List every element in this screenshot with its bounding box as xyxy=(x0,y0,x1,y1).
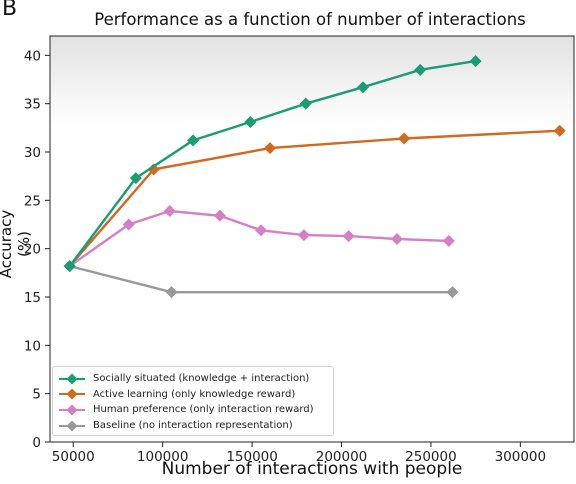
legend-swatch xyxy=(59,388,85,400)
data-point xyxy=(129,172,142,185)
x-tick-label: 150000 xyxy=(226,449,278,465)
legend-item: Baseline (no interaction representation) xyxy=(57,418,333,434)
data-point xyxy=(469,55,482,68)
legend: Socially situated (knowledge + interacti… xyxy=(52,366,334,436)
y-tick-label: 35 xyxy=(24,97,41,113)
data-point xyxy=(263,142,276,155)
data-point xyxy=(63,260,76,273)
y-tick-label: 20 xyxy=(24,242,41,258)
series xyxy=(63,204,455,273)
y-tick-label: 10 xyxy=(24,338,41,354)
data-point xyxy=(398,132,411,145)
data-point xyxy=(342,230,355,243)
data-point xyxy=(147,163,160,176)
legend-label: Socially situated (knowledge + interacti… xyxy=(93,373,310,385)
y-axis-label: Accuracy (%) xyxy=(0,209,33,279)
x-axis-label: Number of interactions with people xyxy=(161,459,463,479)
data-point xyxy=(244,116,257,129)
series xyxy=(63,55,482,273)
x-tick-label: 50000 xyxy=(52,449,95,465)
x-tick-label: 100000 xyxy=(137,449,189,465)
data-point xyxy=(255,224,268,237)
y-tick-label: 15 xyxy=(24,290,41,306)
legend-label: Active learning (only knowledge reward) xyxy=(93,388,296,400)
x-tick-label: 300000 xyxy=(495,449,547,465)
data-point xyxy=(390,233,403,245)
legend-item: Human preference (only interaction rewar… xyxy=(57,402,333,418)
legend-label: Human preference (only interaction rewar… xyxy=(93,404,314,416)
data-point xyxy=(165,286,178,299)
data-point xyxy=(297,229,310,242)
data-point xyxy=(446,286,459,299)
y-tick-label: 25 xyxy=(24,193,41,209)
y-tick-label: 30 xyxy=(24,145,41,161)
data-point xyxy=(414,63,427,76)
x-tick-label: 250000 xyxy=(405,449,457,465)
y-tick-label: 0 xyxy=(32,435,41,451)
data-point xyxy=(122,218,135,231)
chart-title: Performance as a function of number of i… xyxy=(94,10,526,29)
legend-swatch xyxy=(59,404,85,416)
legend-item: Active learning (only knowledge reward) xyxy=(57,387,333,403)
data-point xyxy=(299,97,312,110)
panel-letter: B xyxy=(2,0,18,21)
data-point xyxy=(442,234,455,247)
x-tick-label: 200000 xyxy=(316,449,368,465)
data-point xyxy=(187,134,200,147)
legend-item: Socially situated (knowledge + interacti… xyxy=(57,371,333,387)
legend-swatch xyxy=(59,420,85,432)
series-line xyxy=(68,59,476,267)
y-tick-label: 40 xyxy=(24,48,41,64)
data-point xyxy=(356,81,369,94)
data-point xyxy=(553,124,566,137)
legend-label: Baseline (no interaction representation) xyxy=(93,420,293,432)
data-point xyxy=(163,204,176,217)
legend-swatch xyxy=(59,373,85,385)
data-point xyxy=(213,209,226,222)
y-tick-label: 5 xyxy=(32,387,41,403)
